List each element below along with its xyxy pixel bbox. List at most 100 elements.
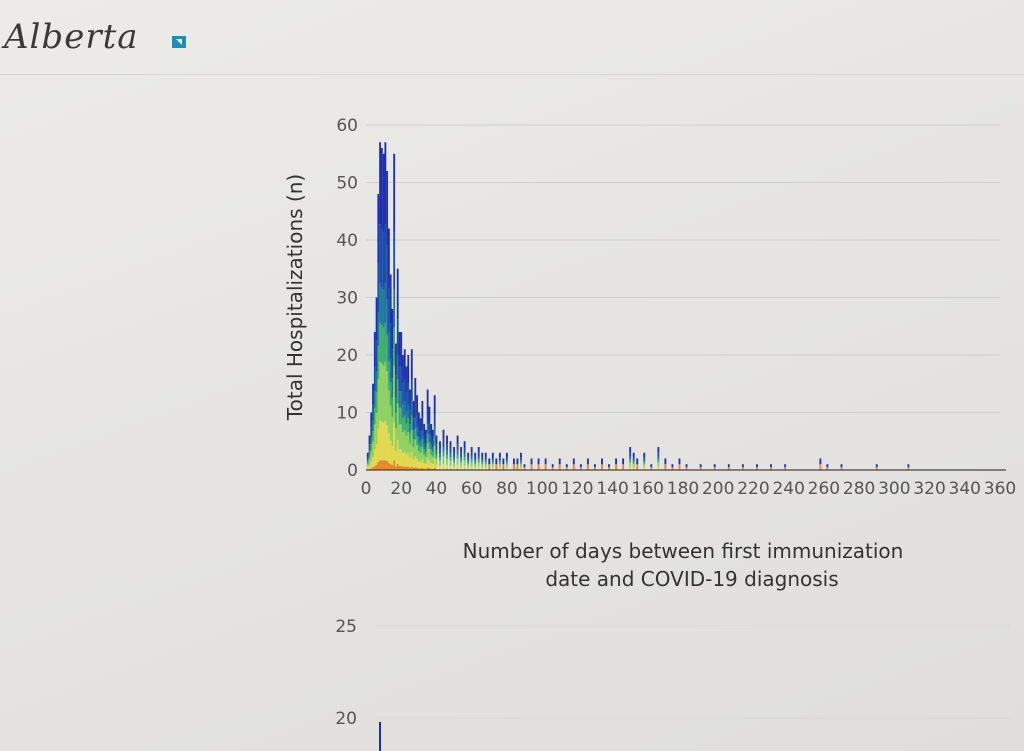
bar-day-13-segment-1: [387, 462, 390, 470]
bar-day-206-segment-7: [727, 464, 730, 468]
bar-day-6-segment-2: [375, 444, 378, 465]
bar-day-37-segment-6: [430, 435, 433, 444]
bar-day-46-segment-5: [446, 450, 448, 455]
bar-day-39-segment-2: [433, 458, 436, 468]
bar-day-66-segment-5: [481, 460, 484, 463]
bar-day-7-segment-4: [377, 345, 380, 379]
bar-day-142-segment-7: [615, 458, 618, 465]
bar-day-36-segment-2: [428, 460, 431, 469]
bar-day-37-segment-4: [430, 449, 433, 455]
bar-day-22-segment-2: [403, 451, 406, 467]
bar-day-40-segment-4: [435, 454, 438, 459]
bar-day-88-segment-3: [520, 464, 522, 468]
bar-day-150-segment-5: [629, 456, 632, 460]
bar-day-30-segment-4: [417, 444, 420, 452]
bar-day-26-segment-2: [410, 451, 413, 467]
bar-day-198-segment-1: [713, 467, 716, 470]
bar-day-162-segment-7: [650, 464, 653, 468]
bar-day-72-segment-6: [491, 457, 494, 461]
bar-day-66-segment-2: [481, 467, 484, 470]
bar-day-58-segment-5: [467, 460, 470, 463]
bar-day-21-segment-1: [402, 466, 404, 470]
bar-day-40-segment-5: [435, 450, 438, 455]
bar-day-50-segment-3: [453, 462, 455, 467]
bar-day-36-segment-7: [428, 406, 431, 423]
bar-day-64-segment-2: [477, 466, 480, 470]
bar-day-12-segment-2: [386, 425, 389, 462]
bar-day-15-segment-3: [391, 416, 394, 446]
bar-day-35-segment-7: [426, 389, 429, 410]
bar-day-5-segment-7: [373, 332, 376, 367]
bar-day-72-segment-5: [491, 460, 494, 463]
bar-day-44-segment-4: [442, 451, 445, 457]
bar-day-152-segment-2: [632, 467, 635, 470]
bars: [366, 142, 910, 470]
bar-day-46-segment-7: [446, 435, 448, 445]
bar-day-30-segment-2: [417, 461, 420, 469]
bar-day-80-segment-4: [505, 462, 508, 465]
bar-day-13-segment-5: [387, 332, 390, 362]
bar-day-9-segment-2: [380, 421, 383, 461]
bar-day-52-segment-2: [456, 464, 459, 469]
bar-day-68-segment-2: [484, 467, 487, 470]
bar-day-150-segment-7: [629, 447, 632, 453]
bar-day-2-segment-2: [368, 464, 371, 469]
bar-day-4-segment-7: [372, 383, 374, 406]
bar-day-158-segment-7: [643, 452, 646, 458]
x-tick-label-40: 40: [426, 479, 448, 499]
bar-day-42-segment-5: [439, 453, 441, 458]
bar-day-76-segment-4: [498, 462, 501, 465]
x-tick-label-320: 320: [913, 479, 945, 499]
bar-day-26-segment-6: [410, 379, 413, 402]
bar-day-8-segment-3: [379, 361, 382, 421]
bar-day-17-segment-1: [395, 466, 397, 470]
bar-day-80-segment-5: [505, 460, 508, 463]
bar-day-270-segment-1: [840, 467, 843, 470]
bar-day-290-segment-7: [875, 464, 878, 468]
bar-day-1-segment-6: [366, 457, 369, 461]
bar-day-18-segment-5: [396, 355, 399, 380]
bar-day-230-segment-1: [770, 467, 772, 470]
bar-day-23-segment-6: [405, 392, 408, 412]
bar-day-56-segment-3: [463, 460, 466, 466]
bar-day-110-segment-1: [558, 464, 561, 470]
bar-day-50-segment-4: [453, 459, 455, 463]
bar-day-9-segment-7: [380, 148, 383, 229]
bar-day-2-segment-7: [368, 435, 371, 445]
bar-day-3-segment-3: [370, 451, 373, 462]
bar-day-20-segment-7: [400, 332, 403, 367]
bar-day-33-segment-4: [423, 449, 426, 455]
bar-day-37-segment-3: [430, 454, 433, 464]
bar-day-64-segment-3: [477, 462, 480, 467]
bar-day-146-segment-1: [622, 464, 625, 470]
bar-day-4-segment-5: [372, 420, 374, 432]
bar-day-6-segment-1: [375, 464, 378, 470]
bar-day-166-segment-6: [657, 452, 660, 457]
bar-day-7-segment-2: [377, 428, 380, 462]
bar-day-28-segment-1: [414, 467, 417, 470]
bar-day-16-segment-2: [393, 422, 396, 461]
bar-day-30-segment-3: [417, 451, 420, 462]
bar-day-31-segment-5: [419, 440, 422, 447]
bar-day-17-segment-4: [395, 413, 397, 429]
bar-day-154-segment-7: [636, 458, 639, 465]
bar-day-60-segment-3: [470, 462, 473, 467]
bar-day-31-segment-4: [419, 446, 422, 453]
bar-day-130-segment-7: [594, 464, 596, 468]
alberta-logo[interactable]: Alberta: [0, 0, 220, 70]
bar-day-262-segment-1: [826, 467, 829, 470]
bar-day-134-segment-7: [601, 458, 603, 465]
bar-day-6-segment-6: [375, 340, 378, 372]
bar-day-48-segment-6: [449, 448, 452, 454]
bar-day-258-segment-1: [819, 464, 822, 470]
bar-day-32-segment-3: [421, 447, 424, 460]
bar-day-80-segment-7: [505, 452, 508, 458]
bar-day-118-segment-1: [572, 464, 575, 470]
bar-day-50-segment-2: [453, 466, 455, 470]
bar-day-166-segment-7: [657, 447, 660, 453]
bar-day-308-segment-1: [907, 467, 910, 470]
bar-day-98-segment-7: [537, 458, 540, 465]
x-tick-label-340: 340: [949, 479, 981, 499]
bar-day-27-segment-7: [412, 401, 415, 419]
bar-day-60-segment-5: [470, 456, 473, 460]
